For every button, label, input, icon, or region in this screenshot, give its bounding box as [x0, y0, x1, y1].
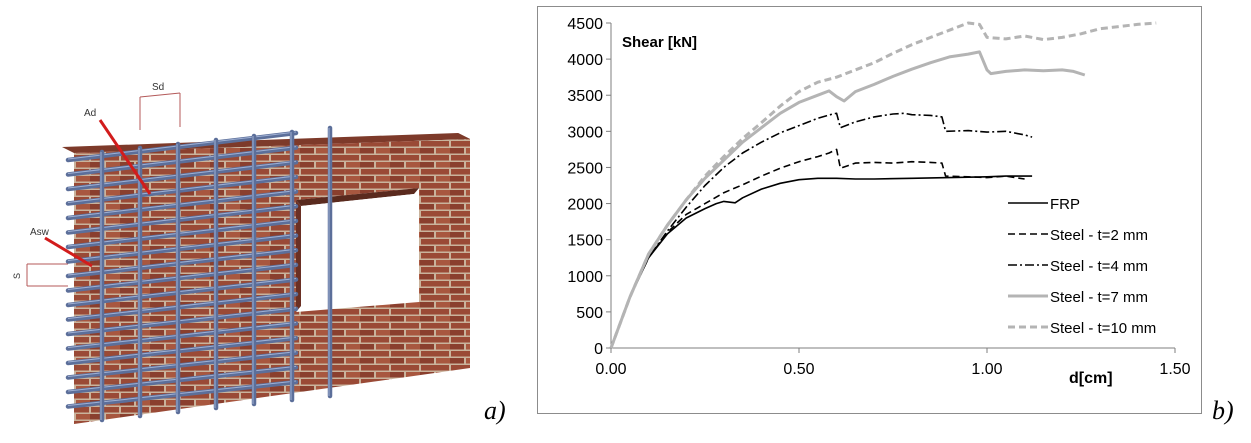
series-line-4 [609, 50, 1086, 349]
rebar-highlight [67, 278, 297, 305]
rebar-highlight [67, 336, 297, 363]
y-tick-label: 3500 [567, 88, 603, 105]
series-line-1 [610, 175, 1033, 349]
panel-a-wall-illustration: Sd Ad Asw S [0, 0, 530, 438]
horizontal-rebar [65, 174, 299, 206]
chart-series [609, 21, 1157, 349]
y-tick-label: 4000 [567, 52, 603, 69]
chart-axes: 0 500 1000 1500 2000 2500 3000 3500 4000 4500 0.00… [567, 16, 1190, 378]
horizontal-rebar [65, 335, 299, 366]
window-opening [301, 194, 414, 306]
horizontal-rebar [65, 365, 299, 395]
y-tick-label: 1500 [567, 233, 603, 250]
s-dimension [26, 263, 68, 287]
y-tick-label: 1000 [567, 269, 603, 286]
rebar-highlight [67, 292, 297, 319]
rebar-highlight [67, 234, 297, 261]
x-tick-label: 1.50 [1159, 361, 1190, 378]
shear-chart: 0 500 1000 1500 2000 2500 3000 3500 4000 4500 0.00… [567, 16, 1190, 387]
rebar-highlight [67, 321, 297, 348]
horizontal-rebar [65, 306, 299, 337]
horizontal-rebar [65, 189, 299, 221]
horizontal-rebar [65, 291, 299, 322]
horizontal-rebar [65, 247, 299, 279]
rebar-highlight [67, 190, 297, 218]
ad-label: Ad [84, 108, 96, 119]
rebar-highlight [67, 219, 297, 247]
y-tick-label: 2500 [567, 160, 603, 177]
rebar-highlight [67, 263, 297, 290]
asw-pointer-line [44, 236, 93, 268]
chart-inner-label: Shear [kN] [622, 34, 697, 51]
asw-label: Asw [30, 227, 50, 238]
legend-label: Steel - t=4 mm [1050, 258, 1148, 275]
x-tick-label: 0.50 [783, 361, 814, 378]
rebar-highlight [67, 380, 297, 406]
horizontal-rebar [65, 160, 299, 192]
series-line-2 [610, 148, 1025, 349]
y-tick-label: 500 [576, 305, 603, 322]
series-line-5 [609, 21, 1157, 349]
rebar-highlight [67, 146, 297, 174]
y-tick-label: 0 [594, 341, 603, 358]
panel-b-chart: 0 500 1000 1500 2000 2500 3000 3500 4000 4500 0.00… [537, 6, 1202, 414]
horizontal-rebar [65, 350, 299, 380]
legend-label: Steel - t=2 mm [1050, 227, 1148, 244]
panel-a-letter: a) [484, 396, 506, 425]
y-tick-label: 3000 [567, 124, 603, 141]
horizontal-rebar [65, 277, 299, 308]
x-tick-label: 1.00 [971, 361, 1002, 378]
s-label: S [12, 273, 22, 279]
ad-pointer-line [98, 119, 152, 195]
steel-rebar-mesh [65, 125, 333, 423]
legend-label: FRP [1050, 196, 1080, 213]
rebar-highlight [67, 307, 297, 334]
horizontal-rebar [65, 379, 299, 409]
horizontal-rebar [65, 204, 299, 235]
series-line-3 [610, 112, 1033, 349]
rebar-highlight [67, 248, 297, 276]
horizontal-rebar [65, 321, 299, 351]
horizontal-rebar [65, 262, 299, 293]
rebar-highlight [67, 351, 297, 377]
horizontal-rebar [65, 145, 299, 177]
chart-legend: FRP Steel - t=2 mm Steel - t=4 mm Steel - t… [1008, 196, 1156, 337]
y-tick-label: 4500 [567, 16, 603, 33]
rebar-highlight [67, 175, 297, 203]
legend-label: Steel - t=7 mm [1050, 289, 1148, 306]
sd-label: Sd [152, 82, 164, 93]
rebar-highlight [67, 365, 297, 392]
y-tick-label: 2000 [567, 197, 603, 214]
wall-drawing: Sd Ad Asw S [12, 82, 470, 424]
x-tick-label: 0.00 [595, 361, 626, 378]
rebar-highlight [67, 204, 297, 232]
horizontal-rebar [65, 218, 299, 250]
panel-b-letter: b) [1212, 396, 1234, 425]
legend-label: Steel - t=10 mm [1050, 320, 1156, 337]
x-axis-label: d[cm] [1069, 370, 1113, 387]
window-reveal [296, 188, 419, 206]
sd-dimension [139, 92, 181, 130]
horizontal-rebar [65, 233, 299, 264]
rebar-highlight [67, 160, 297, 189]
horizontal-rebar [65, 130, 299, 163]
rebar-highlight [67, 131, 297, 160]
